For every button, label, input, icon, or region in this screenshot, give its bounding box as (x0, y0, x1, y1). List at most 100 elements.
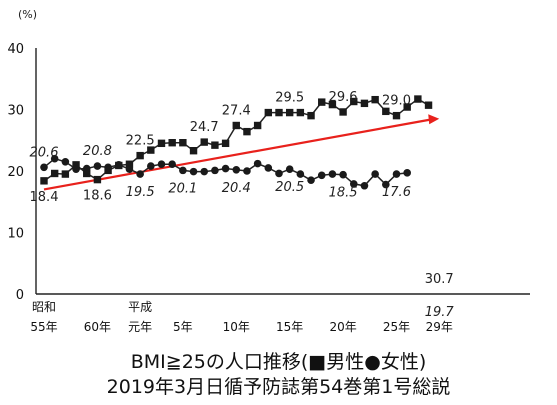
series-square-point (350, 97, 358, 106)
series-circle-point (40, 163, 48, 172)
series-square-point (211, 141, 219, 149)
data-label: 29.0 (382, 94, 411, 109)
series-square-point (253, 121, 262, 130)
data-label: 27.4 (222, 103, 251, 118)
series-square-point (328, 100, 337, 109)
series-square-point (318, 98, 326, 106)
y-axis-unit: (%) (18, 8, 37, 21)
series-circle-point (275, 169, 283, 178)
x-tick-label: 10年 (223, 320, 250, 334)
series-square-point (275, 108, 283, 117)
series-circle-point (264, 164, 273, 172)
x-tick-label: 5年 (173, 320, 193, 334)
series-square-point (403, 103, 411, 111)
x-tick-label: 20年 (329, 320, 356, 334)
data-label: 18.5 (329, 186, 358, 201)
series-circle-point (179, 166, 187, 175)
series-circle-point (360, 181, 369, 190)
y-tick-label: 20 (7, 165, 24, 180)
x-tick-label: 55年 (30, 320, 57, 334)
series-square-point (125, 160, 134, 168)
x-tick-label: 昭和 (32, 300, 56, 314)
series-circle-point (147, 162, 155, 170)
data-labels-group: 18.4 18.6 22.5 24.727.4 29.5 29.6 29.0 30.7 20.6… (30, 90, 455, 320)
series-circle-point (61, 157, 70, 166)
x-tick-label: 平成 (128, 300, 152, 314)
x-tick-label: 15年 (276, 320, 303, 334)
series-square-point (307, 111, 315, 120)
series-square-point (382, 107, 390, 116)
series-square-point (424, 101, 433, 109)
data-label: 17.6 (382, 185, 411, 200)
series-circle-point (232, 165, 241, 174)
series-square-point (296, 108, 305, 117)
series-circle-point (371, 170, 379, 178)
data-label: 19.7 (425, 305, 455, 320)
series-circle-point (211, 166, 219, 175)
data-label: 20.4 (222, 181, 251, 196)
series-square-point (243, 127, 251, 136)
series-circle-point (72, 165, 80, 173)
series-circle-point (339, 170, 347, 179)
series-circle-point (157, 160, 166, 169)
series-square-point (232, 121, 240, 130)
trend-line (43, 118, 431, 191)
data-label: 20.6 (30, 145, 59, 160)
y-tick-label: 40 (7, 42, 24, 57)
y-tick-label: 0 (16, 288, 24, 303)
series-circle-point (104, 163, 112, 172)
series-square-point (200, 138, 208, 146)
series-circle-point (296, 170, 305, 178)
series-circle-point (253, 159, 262, 168)
series-square-point (50, 169, 59, 178)
series-circle-point (136, 170, 144, 178)
series-square-point (414, 95, 422, 103)
series-square-point (72, 161, 80, 169)
series-circle-point (328, 170, 337, 178)
series-square-point (93, 175, 102, 184)
series-circle-point (221, 164, 230, 173)
series-square-point (157, 139, 166, 148)
series-square-point (83, 169, 91, 178)
series-square-point (179, 139, 187, 147)
series-square-point (136, 151, 144, 160)
data-label: 29.5 (275, 91, 304, 106)
series-square-point (40, 177, 48, 185)
series-circle-point (403, 169, 411, 177)
series-circle-point (349, 180, 358, 188)
data-label: 22.5 (126, 134, 155, 149)
data-label: 18.4 (30, 190, 59, 205)
series-square-point (392, 111, 401, 120)
series-circle-point (168, 160, 176, 169)
data-label: 24.7 (190, 120, 219, 135)
series-square-point (61, 170, 70, 178)
series-circle-point (382, 180, 390, 189)
series-circle-point (307, 176, 315, 185)
data-label: 20.1 (168, 181, 197, 196)
series-circle-point (285, 165, 294, 173)
series-circle-point (125, 165, 134, 173)
x-tick-label: 25年 (383, 320, 410, 334)
series-square-point (189, 147, 198, 155)
chart-caption-source: 2019年3月日循予防誌第54巻第1号総説 (106, 376, 451, 398)
series-circle-point (200, 167, 209, 176)
series-square-point (264, 108, 273, 117)
chart-caption-title: BMI≧25の人口推移(■男性●女性) (130, 351, 427, 373)
series-circle-point (93, 162, 102, 170)
series-square-point (221, 139, 230, 148)
series-circle-point (114, 161, 123, 169)
data-label: 30.7 (425, 272, 454, 287)
series-group (40, 95, 433, 190)
data-label: 29.6 (329, 90, 358, 105)
data-label: 20.8 (83, 144, 112, 159)
series-square-point (147, 146, 155, 154)
series-square-point (360, 99, 369, 108)
series-circle-point (317, 171, 326, 180)
series-square-point (285, 108, 294, 117)
series-circle-point (392, 170, 401, 178)
y-tick-label: 10 (7, 227, 24, 242)
series-circle-point (82, 164, 91, 173)
data-label: 19.5 (126, 185, 155, 200)
